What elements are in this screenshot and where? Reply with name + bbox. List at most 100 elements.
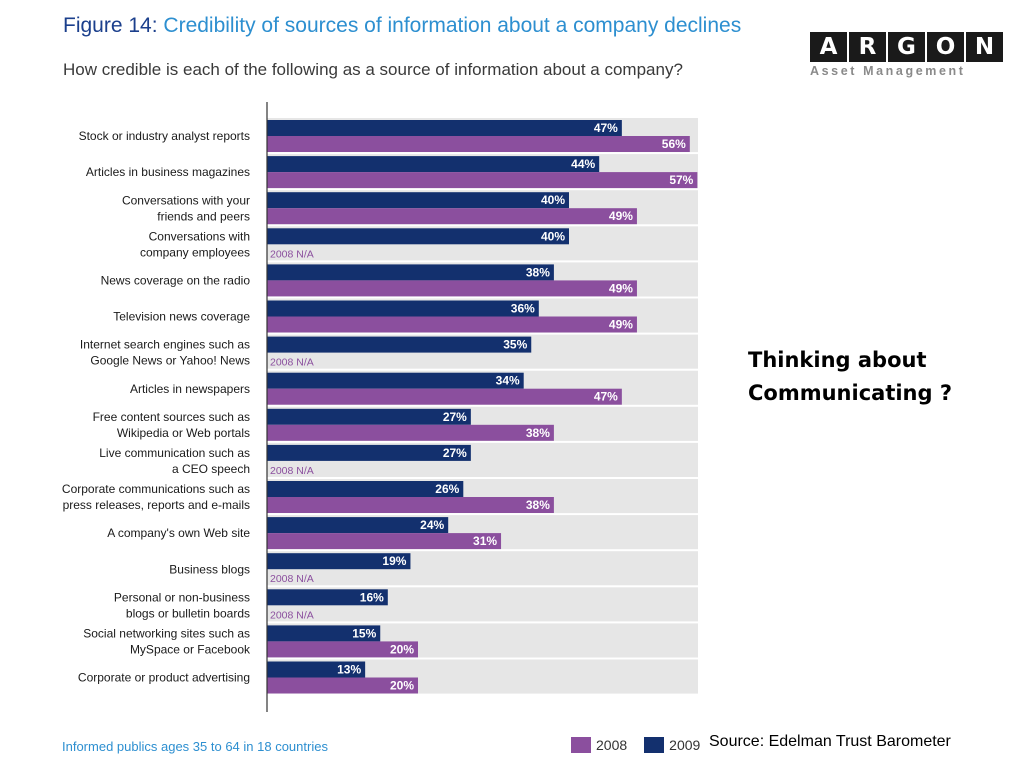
category-label-line: Business blogs	[169, 562, 250, 576]
figure-title-text: Credibility of sources of information ab…	[163, 14, 742, 37]
bar-2008	[267, 641, 418, 658]
data-label-2008: 49%	[609, 209, 633, 223]
bar-2008	[267, 677, 418, 694]
category-label: Articles in newspapers	[130, 382, 250, 396]
bar-2009	[267, 408, 471, 425]
category-label-line: Internet search engines such as	[80, 338, 250, 352]
category-label-line: Television news coverage	[113, 310, 250, 324]
bar-2008	[267, 280, 637, 297]
category-label-line: friends and peers	[157, 209, 250, 223]
na-label-2008: 2008 N/A	[270, 357, 314, 369]
legend-swatch-2008	[571, 737, 591, 753]
data-label-2008: 31%	[473, 534, 497, 548]
category-label: Free content sources such as Wikipedia or…	[93, 410, 250, 440]
category-label-line: Social networking sites such as	[83, 626, 250, 640]
na-label-2008: 2008 N/A	[270, 248, 314, 260]
category-label-line: press releases, reports and e-mails	[63, 498, 250, 512]
data-label-2008: 49%	[609, 281, 633, 295]
data-label-2008: 49%	[609, 318, 633, 332]
data-label-2009: 16%	[360, 590, 384, 604]
category-label: Live communication such as a CEO speech	[99, 446, 250, 476]
side-note-line-1: Thinking about	[748, 348, 927, 372]
data-label-2009: 34%	[496, 374, 520, 388]
legend-item-2008: 2008	[571, 737, 627, 753]
data-label-2009: 35%	[503, 338, 527, 352]
data-label-2009: 40%	[541, 229, 565, 243]
bar-2009	[267, 156, 600, 173]
figure-number: Figure 14:	[63, 14, 158, 37]
bar-2009	[267, 661, 366, 678]
category-label: Stock or industry analyst reports	[79, 129, 250, 143]
bar-2009	[267, 264, 554, 281]
category-label-line: Conversations with	[149, 229, 250, 243]
bar-2009	[267, 120, 622, 136]
bar-2009	[267, 517, 449, 534]
bar-2009	[267, 553, 411, 570]
category-label-line: Personal or non-business	[114, 590, 250, 604]
data-label-2009: 27%	[443, 410, 467, 424]
source-note: Source: Edelman Trust Barometer	[709, 733, 951, 750]
bar-2009	[267, 336, 532, 353]
bar-2009	[267, 589, 388, 606]
data-label-2009: 36%	[511, 302, 535, 316]
category-label: A company's own Web site	[107, 526, 250, 540]
category-label: Personal or non-business blogs or bulleti…	[114, 590, 250, 620]
logo-letter: A	[810, 32, 847, 62]
figure-title: Figure 14: Credibility of sources of inf…	[63, 14, 741, 38]
data-label-2009: 47%	[594, 121, 618, 135]
category-label-line: a CEO speech	[172, 462, 250, 476]
data-label-2009: 44%	[571, 157, 595, 171]
category-label-line: Wikipedia or Web portals	[117, 426, 250, 440]
category-label: Internet search engines such as Google Ne…	[80, 338, 250, 368]
bar-2009	[267, 192, 569, 209]
category-label: Articles in business magazines	[86, 165, 250, 179]
bar-2009	[267, 300, 539, 317]
legend-swatch-2009	[644, 737, 665, 753]
category-label-line: Free content sources such as	[93, 410, 250, 424]
data-label-2009: 19%	[382, 554, 406, 568]
category-label-line: A company's own Web site	[107, 526, 250, 540]
bar-2009	[267, 625, 381, 642]
category-label-line: company employees	[140, 245, 250, 259]
category-label-line: Articles in newspapers	[130, 382, 250, 396]
category-label: Social networking sites such as MySpace o…	[83, 626, 251, 656]
argon-logo: A R G O N Asset Management	[810, 32, 1004, 78]
data-label-2009: 13%	[337, 663, 361, 677]
figure-subtitle: How credible is each of the following as…	[63, 60, 683, 79]
category-label-line: Articles in business magazines	[86, 165, 250, 179]
bar-2008	[267, 388, 622, 405]
data-label-2008: 56%	[662, 137, 686, 151]
category-label-line: Live communication such as	[99, 446, 250, 460]
category-label-line: Stock or industry analyst reports	[79, 129, 250, 143]
logo-letter: N	[966, 32, 1003, 62]
logo-letter: R	[849, 32, 886, 62]
logo-letters: A R G O N	[810, 32, 1004, 62]
data-label-2009: 40%	[541, 193, 565, 207]
logo-letter: G	[888, 32, 925, 62]
bar-2008	[267, 208, 637, 225]
legend-label-2008: 2008	[596, 737, 628, 753]
data-label-2009: 15%	[352, 626, 376, 640]
data-label-2008: 20%	[390, 679, 414, 693]
category-label-line: blogs or bulletin boards	[126, 606, 250, 620]
na-label-2008: 2008 N/A	[270, 465, 314, 477]
data-label-2008: 47%	[594, 390, 618, 404]
bar-2008	[267, 497, 554, 513]
data-label-2008: 38%	[526, 426, 550, 440]
category-label: News coverage on the radio	[101, 273, 251, 287]
category-label: Conversations with your friends and peers	[122, 193, 250, 223]
na-label-2008: 2008 N/A	[270, 573, 314, 585]
data-label-2009: 38%	[526, 265, 550, 279]
data-label-2009: 26%	[435, 482, 459, 496]
data-label-2008: 20%	[390, 642, 414, 656]
bar-2008	[267, 533, 502, 550]
category-label: Conversations with company employees	[140, 229, 250, 259]
data-label-2008: 38%	[526, 498, 550, 512]
bar-2008	[267, 316, 637, 333]
na-label-2008: 2008 N/A	[270, 609, 314, 621]
category-label-line: Conversations with your	[122, 193, 250, 207]
category-label-line: News coverage on the radio	[101, 273, 251, 287]
category-label-line: Corporate communications such as	[62, 482, 250, 496]
logo-letter: O	[927, 32, 964, 62]
